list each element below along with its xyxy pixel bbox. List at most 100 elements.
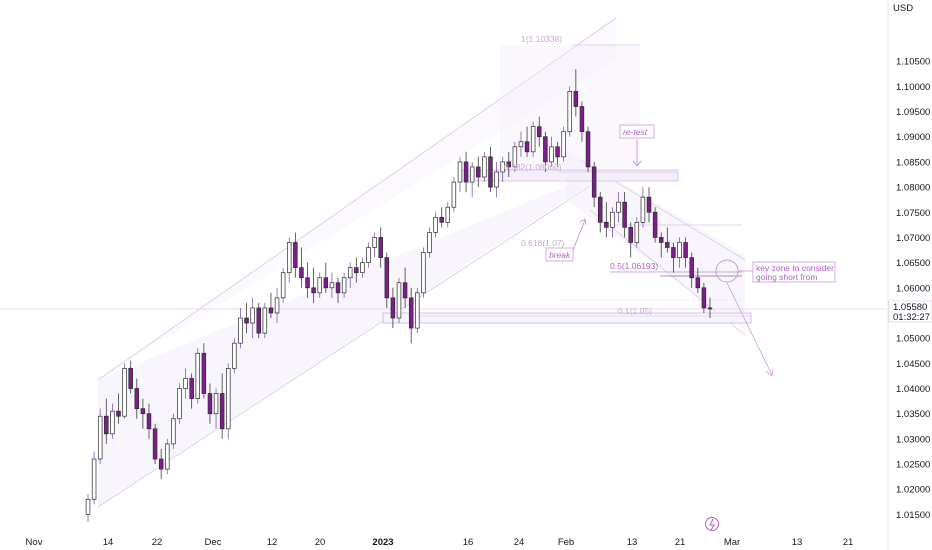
key-zone-label-line2: going short from xyxy=(756,272,817,282)
time-tick-label: 22 xyxy=(152,537,163,548)
candle-body xyxy=(385,258,389,298)
candle-body xyxy=(647,197,651,212)
price-tick-label: 1.03500 xyxy=(896,409,930,420)
candle xyxy=(178,383,182,423)
price-tick-label: 1.08000 xyxy=(896,183,930,194)
price-tick-label: 1.05000 xyxy=(896,334,930,345)
candle-body xyxy=(659,237,663,242)
candle-body xyxy=(361,263,365,273)
time-tick-label: 13 xyxy=(627,537,638,548)
time-tick-label: Nov xyxy=(26,537,43,548)
candle-body xyxy=(178,389,182,419)
candle-body xyxy=(117,411,121,416)
candle-body xyxy=(123,368,127,416)
candle-body xyxy=(623,202,627,227)
candle xyxy=(232,338,236,373)
price-tick-label: 1.07500 xyxy=(896,208,930,219)
candle-body xyxy=(373,237,377,247)
candle-body xyxy=(690,258,694,278)
candle-body xyxy=(354,268,358,273)
candle-body xyxy=(318,278,322,293)
candle-body xyxy=(665,242,669,247)
candle-body xyxy=(568,91,572,131)
candle-body xyxy=(336,283,340,293)
candle-body xyxy=(696,278,700,288)
candle xyxy=(165,439,169,474)
time-tick-label: Mar xyxy=(724,537,740,548)
fib-label-0382: 0.382(1.08060) xyxy=(504,162,562,172)
candle-body xyxy=(476,167,480,177)
candle xyxy=(562,127,566,162)
candle-body xyxy=(592,167,596,197)
break-label: break xyxy=(549,250,571,260)
time-tick-label: 24 xyxy=(514,537,525,548)
candle-body xyxy=(312,288,316,293)
candle-body xyxy=(226,368,230,428)
candle xyxy=(153,424,157,464)
candle-body xyxy=(141,409,145,414)
candle-body xyxy=(653,212,657,237)
time-tick-label: 21 xyxy=(843,537,854,548)
time-tick-label: Feb xyxy=(558,537,574,548)
candle-body xyxy=(708,308,712,309)
candle-body xyxy=(159,459,163,469)
candle-body xyxy=(403,283,407,298)
candle-body xyxy=(440,217,444,222)
support-zone xyxy=(383,313,751,323)
price-tick-label: 1.04000 xyxy=(896,384,930,395)
candle-body xyxy=(635,222,639,242)
time-tick-label: 14 xyxy=(103,537,114,548)
candle-body xyxy=(153,429,157,459)
candle-body xyxy=(104,416,108,434)
fib-label-1: 1(1.10338) xyxy=(521,34,562,44)
candle-body xyxy=(641,197,645,222)
candle xyxy=(397,278,401,323)
candle-body xyxy=(251,308,255,323)
candle-body xyxy=(482,157,486,177)
price-tick-label: 1.03000 xyxy=(896,434,930,445)
price-tick-label: 1.06500 xyxy=(896,258,930,269)
candle-body xyxy=(269,308,273,313)
price-tick-label: 1.02500 xyxy=(896,460,930,471)
candle xyxy=(586,127,590,172)
price-tick-label: 1.07000 xyxy=(896,233,930,244)
candle-body xyxy=(409,298,413,328)
candle-body xyxy=(702,288,706,308)
candle-body xyxy=(208,394,212,414)
candle-body xyxy=(428,232,432,252)
candle-body xyxy=(391,298,395,318)
time-tick-label: 12 xyxy=(267,537,278,548)
price-tick-label: 1.10500 xyxy=(896,57,930,68)
candle-body xyxy=(531,127,535,152)
candle-body xyxy=(239,318,243,343)
candle-body xyxy=(306,278,310,288)
candle xyxy=(92,451,96,504)
candle xyxy=(171,414,175,449)
candle-body xyxy=(678,242,682,257)
candle-body xyxy=(495,172,499,187)
candle-body xyxy=(135,389,139,409)
candle-body xyxy=(342,278,346,293)
candle-body xyxy=(214,394,218,414)
fib-label-low: 0.1(1.05) xyxy=(618,306,652,316)
countdown-label: 01:32:27 xyxy=(893,312,930,323)
candle-body xyxy=(147,414,151,429)
fib-label-05: 0.5(1.06193) xyxy=(610,261,658,271)
price-tick-label: 1.01500 xyxy=(896,510,930,521)
candle-body xyxy=(586,132,590,167)
candle xyxy=(281,268,285,303)
candle xyxy=(653,207,657,242)
candle-body xyxy=(422,253,426,293)
currency-label: USD xyxy=(893,3,913,14)
time-tick-label: 20 xyxy=(315,537,326,548)
candle-body xyxy=(452,182,456,207)
time-tick-label: 13 xyxy=(792,537,803,548)
price-tick-label: 1.02000 xyxy=(896,485,930,496)
candle-body xyxy=(580,107,584,132)
candle-body xyxy=(598,197,602,222)
price-tick-label: 1.10000 xyxy=(896,82,930,93)
candle-body xyxy=(190,378,194,398)
fib-label-0618: 0.618(1.07) xyxy=(521,238,565,248)
candle-body xyxy=(519,142,523,147)
